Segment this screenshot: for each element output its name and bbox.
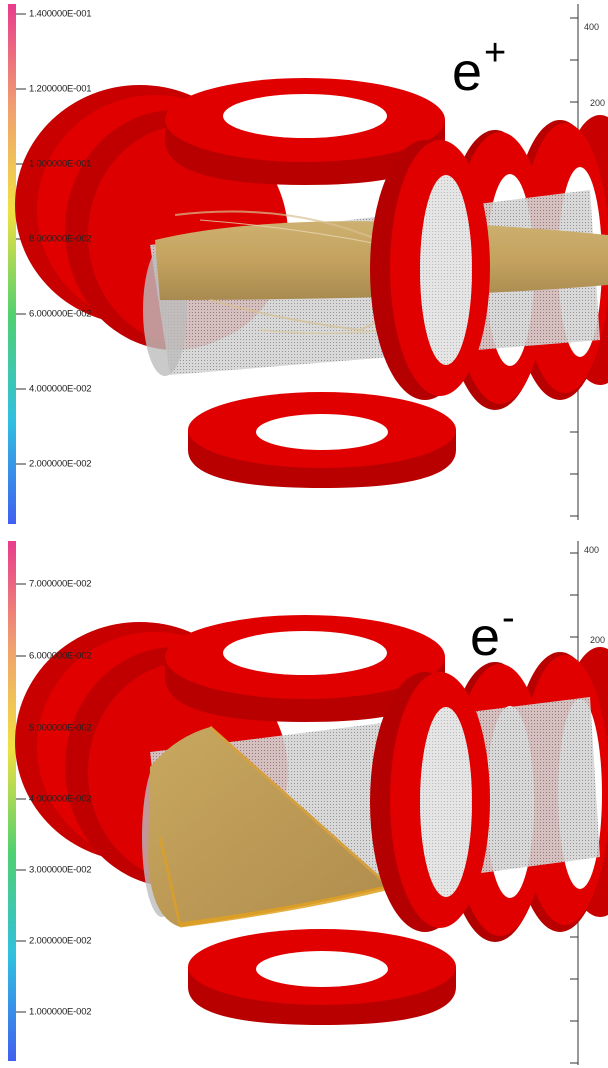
colorbar-label: 2.000000E-002	[29, 935, 92, 947]
species-label-electron: e-	[470, 599, 515, 667]
colorbar-ticks	[16, 583, 26, 1013]
charge-symbol: -	[502, 597, 515, 639]
coil-top-ring	[165, 78, 445, 185]
colorbar-label: 3.000000E-002	[29, 864, 92, 876]
coil-mid	[370, 672, 490, 932]
colorbar-label: 2.000000E-002	[29, 458, 92, 470]
colorbar-label: 4.000000E-002	[29, 793, 92, 805]
colorbar-label: 1.400000E-001	[29, 8, 92, 20]
colorbar-label: 1.000000E-001	[29, 158, 92, 170]
coil-bottom-ring	[188, 392, 456, 488]
colorbar-label: 7.000000E-002	[29, 578, 92, 590]
magnet-scene-electron	[8, 541, 608, 1065]
colorbar-label: 4.000000E-002	[29, 383, 92, 395]
coil-mid	[370, 140, 490, 400]
panel-divider	[0, 528, 608, 537]
colorbar-label: 6.000000E-002	[29, 650, 92, 662]
viewport-electron[interactable]: 7.000000E-002 6.000000E-002 5.000000E-00…	[0, 537, 608, 1068]
colorbar	[8, 541, 16, 1061]
colorbar-ticks	[16, 13, 26, 465]
species-symbol: e	[470, 607, 501, 667]
species-symbol: e	[452, 42, 483, 102]
axis-tick-label: 200	[590, 635, 606, 645]
charge-symbol: +	[484, 32, 507, 74]
colorbar-label: 1.200000E-001	[29, 83, 92, 95]
colorbar-label: 1.000000E-002	[29, 1006, 92, 1018]
colorbar	[8, 4, 16, 524]
magnet-scene-positron	[8, 4, 608, 524]
colorbar-label: 6.000000E-002	[29, 308, 92, 320]
axis-tick-label: 200	[590, 98, 606, 108]
coil-top-ring	[165, 615, 445, 722]
colorbar-label: 8.000000E-002	[29, 233, 92, 245]
particle-beam	[148, 725, 391, 928]
axis-tick-label: 400	[584, 545, 600, 555]
viewport-positron[interactable]: 1.400000E-001 1.200000E-001 1.000000E-00…	[0, 0, 608, 528]
axis-tick-label: 400	[584, 22, 600, 32]
colorbar-label: 5.000000E-002	[29, 722, 92, 734]
coil-bottom-ring	[188, 929, 456, 1025]
species-label-positron: e+	[452, 34, 506, 102]
